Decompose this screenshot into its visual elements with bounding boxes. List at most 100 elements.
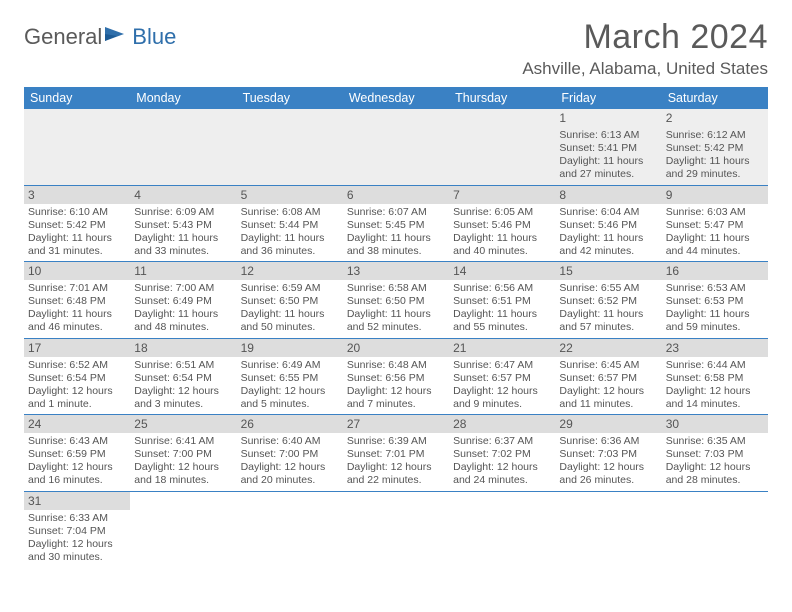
day-number: 22 <box>555 339 661 357</box>
logo: General Blue <box>24 24 176 50</box>
flag-icon <box>104 25 130 50</box>
calendar-day-cell: 13Sunrise: 6:58 AM Sunset: 6:50 PM Dayli… <box>343 262 449 339</box>
page-header: General Blue March 2024 Ashville, Alabam… <box>24 18 768 79</box>
calendar-day-cell: 23 Sunrise: 6:44 AM Sunset: 6:58 PM Dayli… <box>662 338 768 415</box>
calendar-day-cell: 30 Sunrise: 6:35 AM Sunset: 7:03 PM Dayli… <box>662 415 768 492</box>
calendar-day-cell: 31 Sunrise: 6:33 AM Sunset: 7:04 PM Dayli… <box>24 491 130 567</box>
day-number: 26 <box>237 415 343 433</box>
calendar-day-cell: 25Sunrise: 6:41 AM Sunset: 7:00 PM Dayli… <box>130 415 236 492</box>
day-number: 6 <box>343 186 449 204</box>
calendar-day-cell: 8 Sunrise: 6:04 AM Sunset: 5:46 PM Daylig… <box>555 185 661 262</box>
day-info: Sunrise: 6:04 AM Sunset: 5:46 PM Dayligh… <box>559 206 657 259</box>
calendar-week-row: 24Sunrise: 6:43 AM Sunset: 6:59 PM Dayli… <box>24 415 768 492</box>
calendar-day-cell: 1 Sunrise: 6:13 AM Sunset: 5:41 PM Daylig… <box>555 109 661 185</box>
calendar-day-cell: 15 Sunrise: 6:55 AM Sunset: 6:52 PM Dayli… <box>555 262 661 339</box>
calendar-day-cell: 12Sunrise: 6:59 AM Sunset: 6:50 PM Dayli… <box>237 262 343 339</box>
day-header: Sunday <box>24 87 130 109</box>
calendar-empty-cell <box>662 491 768 567</box>
calendar-empty-cell <box>555 491 661 567</box>
day-number: 29 <box>555 415 661 433</box>
logo-text-blue: Blue <box>132 24 176 50</box>
day-info: Sunrise: 6:56 AM Sunset: 6:51 PM Dayligh… <box>453 282 551 335</box>
day-number: 14 <box>449 262 555 280</box>
calendar-day-cell: 2Sunrise: 6:12 AM Sunset: 5:42 PM Daylig… <box>662 109 768 185</box>
calendar-day-cell: 29 Sunrise: 6:36 AM Sunset: 7:03 PM Dayli… <box>555 415 661 492</box>
day-info: Sunrise: 6:35 AM Sunset: 7:03 PM Dayligh… <box>666 435 764 488</box>
day-header: Friday <box>555 87 661 109</box>
day-header: Wednesday <box>343 87 449 109</box>
day-number: 31 <box>24 492 130 510</box>
day-info: Sunrise: 6:53 AM Sunset: 6:53 PM Dayligh… <box>666 282 764 335</box>
day-info: Sunrise: 6:03 AM Sunset: 5:47 PM Dayligh… <box>666 206 764 259</box>
calendar-day-cell: 7Sunrise: 6:05 AM Sunset: 5:46 PM Daylig… <box>449 185 555 262</box>
calendar-day-cell: 27 Sunrise: 6:39 AM Sunset: 7:01 PM Dayli… <box>343 415 449 492</box>
calendar-empty-cell <box>237 109 343 185</box>
calendar-week-row: 17 Sunrise: 6:52 AM Sunset: 6:54 PM Dayli… <box>24 338 768 415</box>
day-info: Sunrise: 6:07 AM Sunset: 5:45 PM Dayligh… <box>347 206 445 259</box>
day-info: Sunrise: 6:55 AM Sunset: 6:52 PM Dayligh… <box>559 282 657 335</box>
day-number: 23 <box>662 339 768 357</box>
calendar-week-row: 10Sunrise: 7:01 AM Sunset: 6:48 PM Dayli… <box>24 262 768 339</box>
day-info: Sunrise: 6:39 AM Sunset: 7:01 PM Dayligh… <box>347 435 445 488</box>
calendar-table: SundayMondayTuesdayWednesdayThursdayFrid… <box>24 87 768 567</box>
calendar-empty-cell <box>449 109 555 185</box>
day-number: 21 <box>449 339 555 357</box>
day-header: Saturday <box>662 87 768 109</box>
day-number: 10 <box>24 262 130 280</box>
day-info: Sunrise: 6:41 AM Sunset: 7:00 PM Dayligh… <box>134 435 232 488</box>
day-info: Sunrise: 6:49 AM Sunset: 6:55 PM Dayligh… <box>241 359 339 412</box>
day-number: 3 <box>24 186 130 204</box>
calendar-day-cell: 22Sunrise: 6:45 AM Sunset: 6:57 PM Dayli… <box>555 338 661 415</box>
calendar-week-row: 3Sunrise: 6:10 AM Sunset: 5:42 PM Daylig… <box>24 185 768 262</box>
calendar-day-cell: 5Sunrise: 6:08 AM Sunset: 5:44 PM Daylig… <box>237 185 343 262</box>
day-info: Sunrise: 6:43 AM Sunset: 6:59 PM Dayligh… <box>28 435 126 488</box>
day-info: Sunrise: 6:58 AM Sunset: 6:50 PM Dayligh… <box>347 282 445 335</box>
day-number: 15 <box>555 262 661 280</box>
calendar-body: 1 Sunrise: 6:13 AM Sunset: 5:41 PM Daylig… <box>24 109 768 567</box>
calendar-day-cell: 14 Sunrise: 6:56 AM Sunset: 6:51 PM Dayli… <box>449 262 555 339</box>
calendar-day-cell: 4 Sunrise: 6:09 AM Sunset: 5:43 PM Daylig… <box>130 185 236 262</box>
logo-text-general: General <box>24 24 102 50</box>
day-number: 17 <box>24 339 130 357</box>
day-info: Sunrise: 6:33 AM Sunset: 7:04 PM Dayligh… <box>28 512 126 565</box>
day-number: 11 <box>130 262 236 280</box>
calendar-day-cell: 10Sunrise: 7:01 AM Sunset: 6:48 PM Dayli… <box>24 262 130 339</box>
calendar-day-cell: 24Sunrise: 6:43 AM Sunset: 6:59 PM Dayli… <box>24 415 130 492</box>
calendar-day-cell: 18Sunrise: 6:51 AM Sunset: 6:54 PM Dayli… <box>130 338 236 415</box>
day-number: 28 <box>449 415 555 433</box>
calendar-day-cell: 16 Sunrise: 6:53 AM Sunset: 6:53 PM Dayli… <box>662 262 768 339</box>
calendar-week-row: 31 Sunrise: 6:33 AM Sunset: 7:04 PM Dayli… <box>24 491 768 567</box>
day-info: Sunrise: 6:05 AM Sunset: 5:46 PM Dayligh… <box>453 206 551 259</box>
day-number: 16 <box>662 262 768 280</box>
day-header: Thursday <box>449 87 555 109</box>
title-block: March 2024 Ashville, Alabama, United Sta… <box>522 18 768 79</box>
day-info: Sunrise: 7:00 AM Sunset: 6:49 PM Dayligh… <box>134 282 232 335</box>
day-number: 8 <box>555 186 661 204</box>
day-number: 4 <box>130 186 236 204</box>
day-number: 18 <box>130 339 236 357</box>
calendar-day-cell: 19 Sunrise: 6:49 AM Sunset: 6:55 PM Dayli… <box>237 338 343 415</box>
day-info: Sunrise: 6:44 AM Sunset: 6:58 PM Dayligh… <box>666 359 764 412</box>
day-info: Sunrise: 6:52 AM Sunset: 6:54 PM Dayligh… <box>28 359 126 412</box>
day-info: Sunrise: 6:47 AM Sunset: 6:57 PM Dayligh… <box>453 359 551 412</box>
month-title: March 2024 <box>522 18 768 57</box>
day-number: 30 <box>662 415 768 433</box>
day-number: 2 <box>662 109 768 127</box>
day-info: Sunrise: 6:09 AM Sunset: 5:43 PM Dayligh… <box>134 206 232 259</box>
day-info: Sunrise: 6:48 AM Sunset: 6:56 PM Dayligh… <box>347 359 445 412</box>
calendar-header-row: SundayMondayTuesdayWednesdayThursdayFrid… <box>24 87 768 109</box>
calendar-day-cell: 20 Sunrise: 6:48 AM Sunset: 6:56 PM Dayli… <box>343 338 449 415</box>
calendar-day-cell: 6 Sunrise: 6:07 AM Sunset: 5:45 PM Daylig… <box>343 185 449 262</box>
day-number: 19 <box>237 339 343 357</box>
day-number: 20 <box>343 339 449 357</box>
day-info: Sunrise: 6:36 AM Sunset: 7:03 PM Dayligh… <box>559 435 657 488</box>
calendar-day-cell: 11 Sunrise: 7:00 AM Sunset: 6:49 PM Dayli… <box>130 262 236 339</box>
day-number: 27 <box>343 415 449 433</box>
day-info: Sunrise: 6:13 AM Sunset: 5:41 PM Dayligh… <box>559 129 657 182</box>
location-text: Ashville, Alabama, United States <box>522 59 768 79</box>
calendar-empty-cell <box>130 109 236 185</box>
calendar-day-cell: 28Sunrise: 6:37 AM Sunset: 7:02 PM Dayli… <box>449 415 555 492</box>
day-number: 1 <box>555 109 661 127</box>
day-number: 5 <box>237 186 343 204</box>
day-info: Sunrise: 6:40 AM Sunset: 7:00 PM Dayligh… <box>241 435 339 488</box>
